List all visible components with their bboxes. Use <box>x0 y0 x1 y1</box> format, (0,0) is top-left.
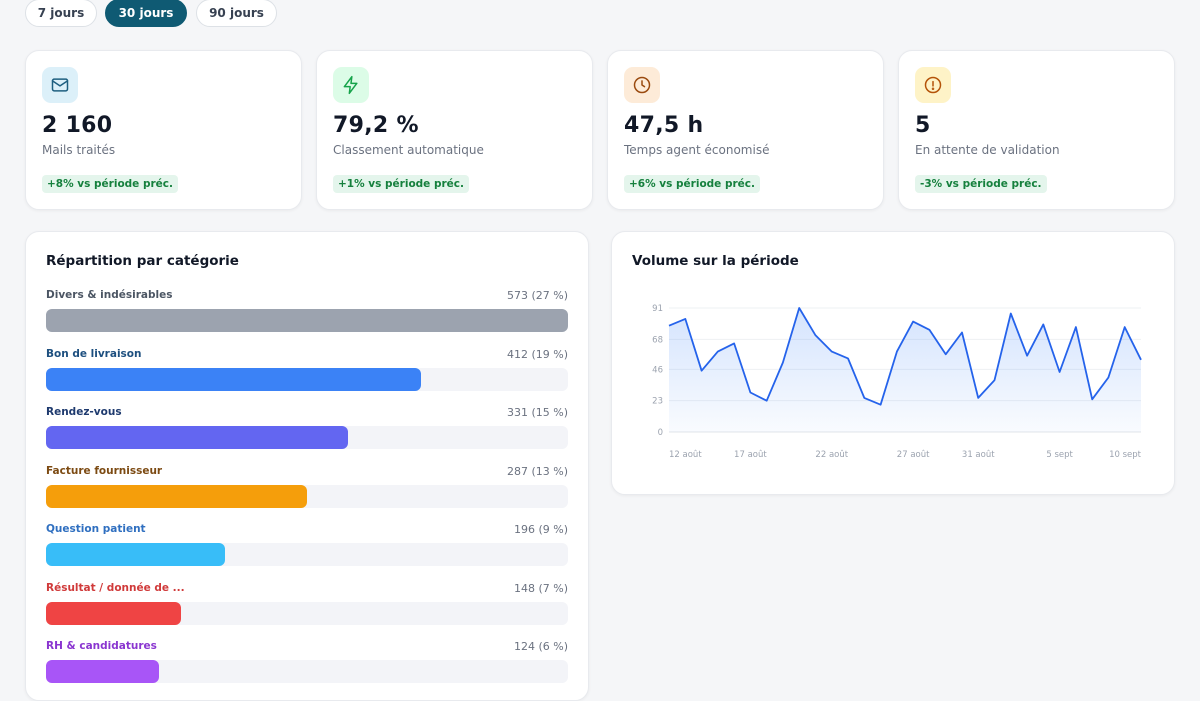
category-count: 412 (19 %) <box>506 347 568 361</box>
bar-track <box>46 601 568 625</box>
bar <box>46 367 422 391</box>
kpi-card: 79,2 % Classement automatique +1% vs pério… <box>316 50 593 210</box>
bar-track <box>46 543 568 566</box>
bar-track <box>46 484 568 508</box>
kpi-card: 2 160 Mails traités +8% vs période préc. <box>25 50 302 210</box>
bar <box>46 543 225 566</box>
y-tick-label: 46 <box>652 365 663 375</box>
category-count: 196 (9 %) <box>513 523 568 536</box>
x-tick-label: 10 sept <box>1109 450 1142 460</box>
kpi-delta: +1% vs période préc. <box>333 175 469 193</box>
y-tick-label: 23 <box>652 397 663 407</box>
kpi-label: Classement automatique <box>333 143 484 157</box>
x-tick-label: 22 août <box>815 450 848 460</box>
kpi-icon <box>333 67 369 103</box>
kpi-label: Mails traités <box>42 143 116 157</box>
category-name: Question patient <box>46 523 146 535</box>
panel-title: Volume sur la période <box>632 253 799 269</box>
kpi-value: 47,5 h <box>624 113 704 138</box>
x-tick-label: 12 août <box>669 450 702 460</box>
kpi-delta: +8% vs période préc. <box>42 175 178 193</box>
kpi-icon <box>42 67 78 103</box>
x-tick-label: 31 août <box>962 450 995 460</box>
category-count: 287 (13 %) <box>506 464 568 478</box>
icon <box>924 76 942 94</box>
bar <box>46 426 348 449</box>
category-panel: Répartition par catégorie Divers & indés… <box>25 231 589 701</box>
icon <box>51 78 69 92</box>
category-name: Résultat / donnée de ... <box>46 581 185 594</box>
category-name: Divers & indésirables <box>46 289 173 301</box>
bar-track <box>46 309 568 332</box>
kpi-card: 47,5 h Temps agent économisé +6% vs périod… <box>607 50 884 210</box>
bar <box>46 601 181 625</box>
category-name: RH & candidatures <box>46 640 157 652</box>
kpi-value: 79,2 % <box>333 113 419 138</box>
icon <box>343 75 358 95</box>
bar-track <box>46 367 568 391</box>
kpi-value: 2 160 <box>42 113 113 138</box>
category-count: 573 (27 %) <box>506 289 568 302</box>
category-count: 148 (7 %) <box>513 581 568 595</box>
line-chart: 0 23 46 68 91 12 août 17 août 22 août 27 août 31 … <box>652 304 1142 460</box>
category-name: Bon de livraison <box>46 347 142 360</box>
y-tick-label: 68 <box>652 335 663 345</box>
bar <box>46 660 159 683</box>
bar-track <box>46 426 568 449</box>
icon <box>633 76 651 94</box>
category-count: 331 (15 %) <box>506 406 568 419</box>
period-tab[interactable]: 30 jours <box>105 0 187 27</box>
category-name: Rendez-vous <box>46 406 122 418</box>
page: 7 jours 30 jours 90 jours 2 160 Mails trait… <box>25 0 1175 701</box>
volume-panel: Volume sur la période 0 23 46 68 91 12 août 17… <box>611 231 1175 495</box>
kpi-delta: +6% vs période préc. <box>624 175 760 193</box>
y-tick-label: 0 <box>658 428 663 438</box>
category-name: Facture fournisseur <box>46 464 163 477</box>
panel-title: Répartition par catégorie <box>46 253 239 269</box>
category-count: 124 (6 %) <box>513 640 568 653</box>
kpi-card: 5 En attente de validation -3% vs période … <box>898 50 1175 210</box>
kpi-icon <box>624 67 660 103</box>
kpi-icon <box>915 67 951 103</box>
kpi-label: En attente de validation <box>915 143 1060 157</box>
area <box>669 308 1141 432</box>
bar-track <box>46 660 568 683</box>
x-tick-label: 5 sept <box>1046 450 1073 460</box>
kpi-value: 5 <box>915 113 931 138</box>
period-tab[interactable]: 7 jours <box>25 0 97 27</box>
kpi-delta: -3% vs période préc. <box>915 175 1047 193</box>
x-tick-label: 17 août <box>734 450 767 460</box>
kpi-label: Temps agent économisé <box>624 143 770 157</box>
line <box>668 307 1142 406</box>
period-tab[interactable]: 90 jours <box>196 0 277 27</box>
y-tick-label: 91 <box>652 304 663 314</box>
bar <box>46 309 568 332</box>
bar <box>46 484 308 508</box>
x-tick-label: 27 août <box>897 450 930 460</box>
